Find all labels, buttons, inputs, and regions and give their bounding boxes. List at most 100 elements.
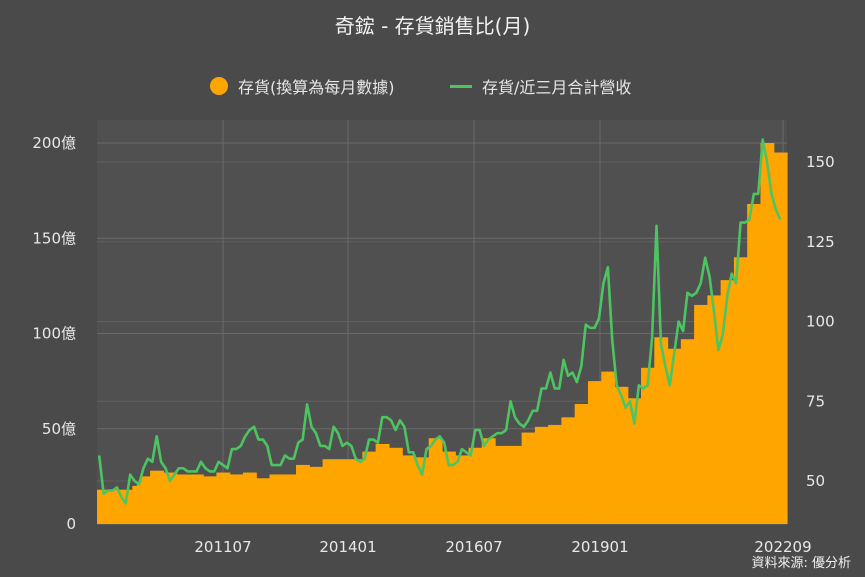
inventory-bar xyxy=(707,295,713,524)
inventory-bar xyxy=(428,438,434,524)
inventory-bar xyxy=(331,459,337,524)
inventory-bar xyxy=(397,447,403,524)
inventory-bar xyxy=(517,445,523,524)
left-axis-tick-label: 100億 xyxy=(32,325,76,343)
inventory-bar xyxy=(446,451,452,524)
inventory-bar xyxy=(357,459,363,524)
inventory-bar xyxy=(694,304,700,524)
inventory-bar xyxy=(605,371,611,524)
inventory-bar xyxy=(565,417,571,524)
x-axis-tick-label: 201107 xyxy=(194,538,251,556)
inventory-bar xyxy=(632,398,638,524)
inventory-bar xyxy=(574,403,580,524)
inventory-bar xyxy=(123,489,129,524)
legend-item-ratio[interactable]: 存貨/近三月合計營收 xyxy=(450,74,631,98)
inventory-bar xyxy=(220,472,226,524)
inventory-bar xyxy=(543,426,549,524)
inventory-bar xyxy=(614,386,620,524)
inventory-bar xyxy=(490,438,496,524)
inventory-bar xyxy=(278,474,284,524)
left-axis-tick-label: 50億 xyxy=(42,420,76,438)
inventory-bar xyxy=(747,203,753,524)
inventory-bar xyxy=(521,432,527,524)
inventory-bar xyxy=(552,424,558,524)
inventory-bar xyxy=(587,381,593,525)
inventory-bar xyxy=(680,339,686,524)
inventory-bar xyxy=(335,459,341,524)
x-axis-tick-label: 201901 xyxy=(571,538,628,556)
inventory-bar xyxy=(530,432,536,524)
inventory-bar xyxy=(163,472,169,524)
inventory-bar xyxy=(472,447,478,524)
chart-title: 奇鋐 - 存貨銷售比(月) xyxy=(334,14,531,38)
inventory-bar xyxy=(265,478,271,524)
inventory-bar xyxy=(101,489,107,524)
inventory-bar xyxy=(185,474,191,524)
inventory-bar xyxy=(251,472,257,524)
inventory-bar xyxy=(384,443,390,524)
inventory-bar xyxy=(756,203,762,524)
right-axis-tick-label: 150 xyxy=(806,153,835,171)
inventory-bar xyxy=(716,295,722,524)
inventory-bar xyxy=(464,455,470,524)
inventory-bar xyxy=(105,489,111,524)
inventory-bar xyxy=(282,474,288,524)
source-note: 資料來源: 優分析 xyxy=(751,556,851,571)
inventory-bar xyxy=(579,403,585,524)
legend-label-inventory: 存貨(換算為每月數據) xyxy=(238,78,395,97)
legend-line-icon xyxy=(450,84,472,88)
inventory-bar xyxy=(689,339,695,524)
inventory-bar xyxy=(318,466,324,524)
inventory-bar xyxy=(167,472,173,524)
inventory-bar xyxy=(388,447,394,524)
inventory-bar xyxy=(189,474,195,524)
inventory-bar xyxy=(172,472,178,524)
inventory-bar xyxy=(393,447,399,524)
inventory-bar xyxy=(229,474,235,524)
inventory-bar xyxy=(760,143,766,524)
inventory-bar xyxy=(114,489,120,524)
legend-item-inventory[interactable]: 存貨(換算為每月數據) xyxy=(210,74,395,98)
inventory-bar xyxy=(238,474,244,524)
inventory-bar xyxy=(340,459,346,524)
inventory-bar xyxy=(548,424,554,524)
legend-label-ratio: 存貨/近三月合計營收 xyxy=(482,78,632,97)
inventory-bar xyxy=(711,295,717,524)
inventory-bar xyxy=(557,424,563,524)
inventory-bar xyxy=(136,482,142,524)
inventory-bar xyxy=(203,476,209,525)
x-axis-tick-label: 202209 xyxy=(754,538,811,556)
inventory-bar xyxy=(158,470,164,524)
inventory-bar xyxy=(539,426,545,524)
inventory-bar xyxy=(676,348,682,524)
inventory-bar xyxy=(733,257,739,524)
inventory-bar xyxy=(287,474,293,524)
inventory-bar xyxy=(725,280,731,524)
x-axis-tick-label: 201607 xyxy=(445,538,502,556)
left-axis-tick-label: 200億 xyxy=(32,134,76,152)
left-axis-tick-label: 150億 xyxy=(32,229,76,247)
right-axis-tick-label: 75 xyxy=(806,392,825,410)
inventory-bar xyxy=(512,445,518,524)
x-axis: 201107 201401 201607 201901 202209 xyxy=(194,538,811,556)
inventory-bar xyxy=(751,203,757,524)
inventory-bar xyxy=(242,472,248,524)
inventory-bar xyxy=(181,474,187,524)
inventory-bar xyxy=(698,304,704,524)
inventory-bar xyxy=(380,443,386,524)
inventory-bar xyxy=(247,472,253,524)
inventory-bar xyxy=(415,457,421,524)
legend-dot-icon xyxy=(210,77,228,95)
inventory-bar xyxy=(641,367,647,524)
inventory-bar xyxy=(375,443,381,524)
inventory-bar xyxy=(424,457,430,524)
inventory-bar xyxy=(570,417,576,524)
inventory-bar xyxy=(141,476,147,525)
right-axis: 50 75 100 125 150 xyxy=(806,153,835,490)
inventory-bar xyxy=(764,143,770,524)
inventory-bar xyxy=(198,474,204,524)
inventory-bar xyxy=(459,455,465,524)
inventory-bar xyxy=(583,403,589,524)
right-axis-tick-label: 50 xyxy=(806,472,825,490)
